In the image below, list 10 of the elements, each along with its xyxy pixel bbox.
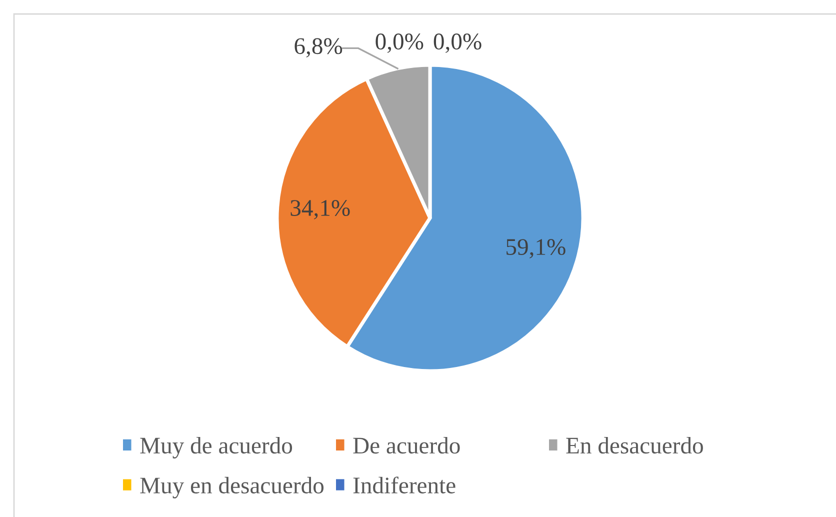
text: 0,0% [434,34,482,53]
data-label: 6,8% [294,38,342,58]
data-label: 59,1% [506,239,566,258]
legend-label: De acuerdo [353,437,460,454]
data-label: 34,1% [290,200,350,220]
legend-label: Muy de acuerdo [140,437,292,458]
text: 0,0% [376,34,424,53]
legend-label: En desacuerdo [566,437,703,454]
legend-label: Muy en desacuerdo [140,476,324,498]
legend-label: Indiferente [353,476,456,494]
